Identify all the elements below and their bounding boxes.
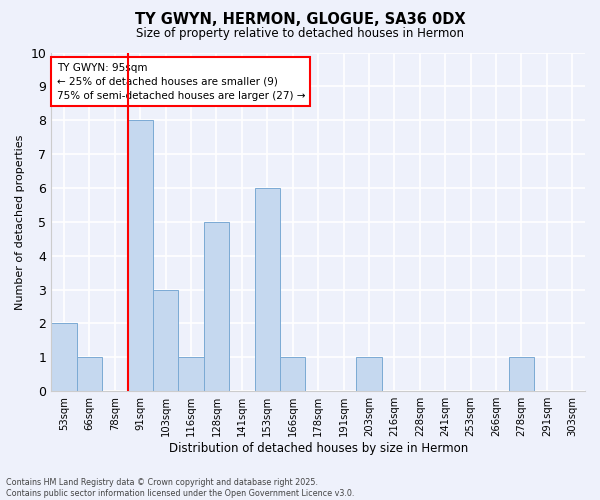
Text: Size of property relative to detached houses in Hermon: Size of property relative to detached ho… [136, 28, 464, 40]
Bar [254, 188, 280, 391]
Bar [204, 222, 229, 391]
Text: Contains HM Land Registry data © Crown copyright and database right 2025.
Contai: Contains HM Land Registry data © Crown c… [6, 478, 355, 498]
Text: TY GWYN: 95sqm
← 25% of detached houses are smaller (9)
75% of semi-detached hou: TY GWYN: 95sqm ← 25% of detached houses … [56, 62, 305, 100]
Bar [356, 358, 382, 391]
Bar [280, 358, 305, 391]
Y-axis label: Number of detached properties: Number of detached properties [15, 134, 25, 310]
Bar [51, 324, 77, 391]
Bar [77, 358, 102, 391]
Bar [178, 358, 204, 391]
X-axis label: Distribution of detached houses by size in Hermon: Distribution of detached houses by size … [169, 442, 468, 455]
Bar [153, 290, 178, 391]
Text: TY GWYN, HERMON, GLOGUE, SA36 0DX: TY GWYN, HERMON, GLOGUE, SA36 0DX [134, 12, 466, 28]
Bar [509, 358, 534, 391]
Bar [128, 120, 153, 391]
